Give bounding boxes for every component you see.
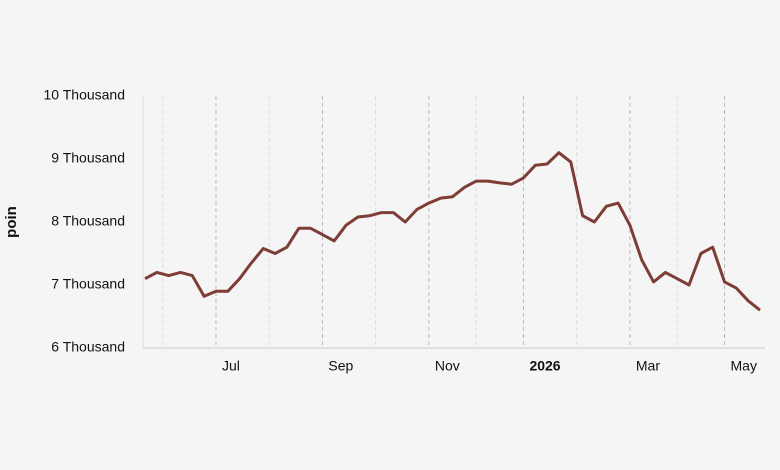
y-tick-label: 9 Thousand xyxy=(51,150,125,166)
y-tick-label: 7 Thousand xyxy=(51,276,125,292)
y-tick-label: 10 Thousand xyxy=(44,87,125,103)
y-axis-title: poin xyxy=(3,206,20,238)
line xyxy=(144,151,761,312)
x-tick-label: 2026 xyxy=(529,358,560,374)
x-tick-label: Sep xyxy=(328,358,353,374)
y-tick-label: 6 Thousand xyxy=(51,339,125,355)
x-tick-label: Jul xyxy=(222,358,240,374)
x-tick-label: Nov xyxy=(435,358,460,374)
x-tick-label: May xyxy=(731,358,757,374)
y-tick-label: 8 Thousand xyxy=(51,213,125,229)
x-tick-label: Mar xyxy=(636,358,660,374)
